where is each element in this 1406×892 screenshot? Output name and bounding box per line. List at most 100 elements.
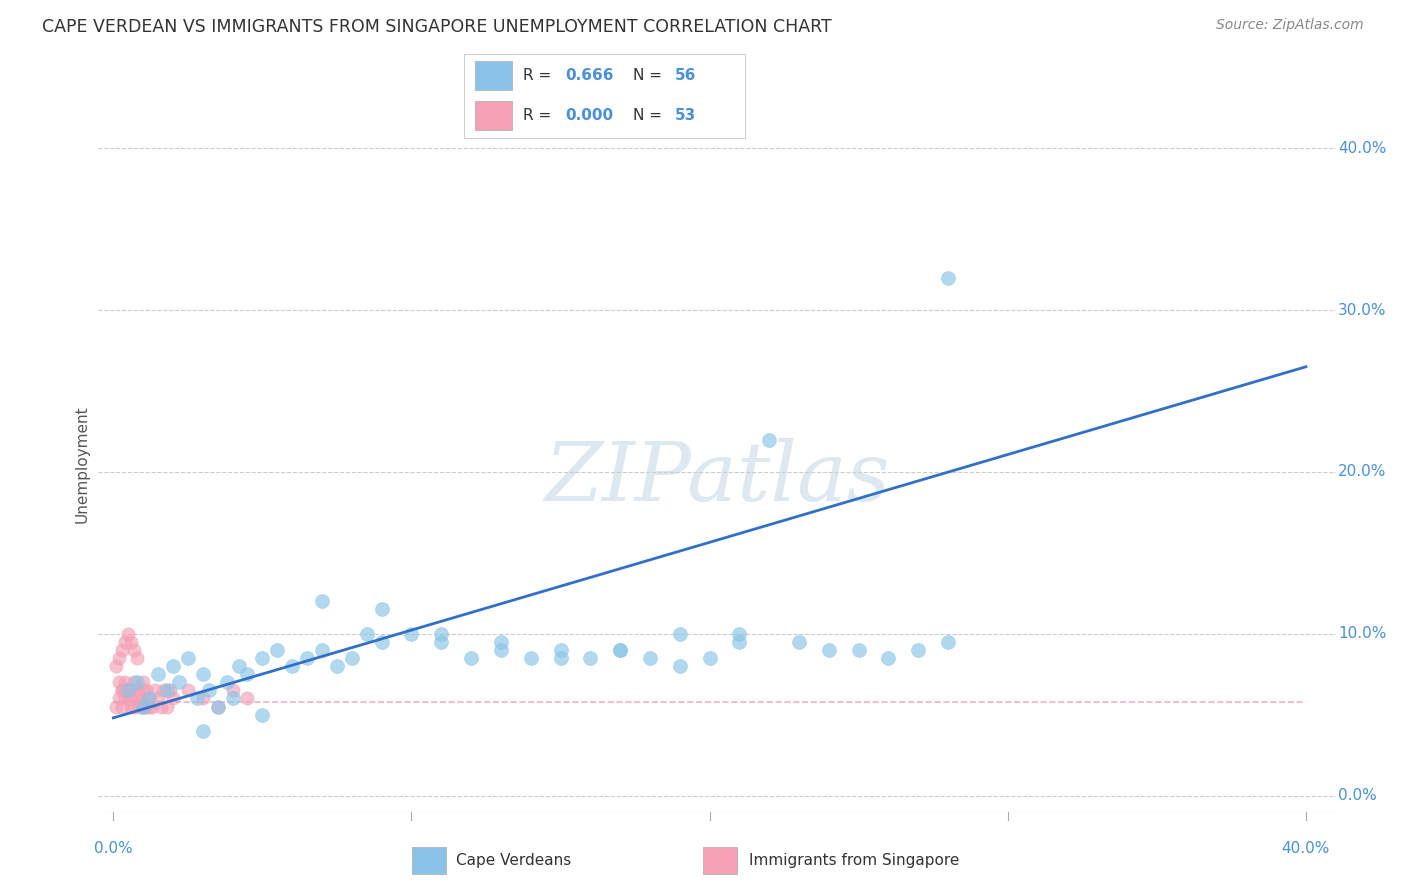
Point (117, 683, 139, 698)
Point (143, 683, 166, 698)
Point (138, 699, 160, 714)
Text: Cape Verdeans: Cape Verdeans (456, 854, 571, 868)
Text: R =: R = (523, 108, 551, 123)
Point (108, 651, 131, 665)
Point (207, 699, 229, 714)
Point (228, 659, 250, 673)
Point (159, 683, 181, 698)
Point (138, 691, 160, 706)
Point (127, 691, 149, 706)
Point (311, 594, 333, 608)
Text: N =: N = (633, 108, 662, 123)
Point (167, 675, 190, 690)
Point (215, 675, 238, 690)
Text: 0.0%: 0.0% (1339, 788, 1376, 803)
Point (132, 683, 155, 698)
Text: 56: 56 (675, 68, 696, 83)
Point (120, 699, 142, 714)
Text: Source: ZipAtlas.com: Source: ZipAtlas.com (1216, 18, 1364, 32)
Point (728, 635, 751, 649)
Point (221, 683, 243, 698)
Point (127, 683, 149, 698)
Text: CAPE VERDEAN VS IMMIGRANTS FROM SINGAPORE UNEMPLOYMENT CORRELATION CHART: CAPE VERDEAN VS IMMIGRANTS FROM SINGAPOR… (42, 18, 832, 36)
Point (108, 675, 131, 690)
Point (122, 699, 145, 714)
Point (550, 651, 572, 665)
Point (135, 683, 157, 698)
Point (221, 691, 243, 706)
Point (430, 626, 453, 640)
Point (120, 635, 142, 649)
Point (460, 651, 482, 665)
Point (401, 626, 423, 640)
Point (135, 699, 157, 714)
Point (236, 667, 259, 681)
Point (787, 635, 810, 649)
Point (162, 691, 184, 706)
Point (579, 651, 602, 665)
Point (550, 643, 572, 657)
Point (936, 635, 959, 649)
Point (105, 699, 128, 714)
Point (153, 683, 176, 698)
Point (609, 643, 631, 657)
Text: Immigrants from Singapore: Immigrants from Singapore (749, 854, 960, 868)
Point (177, 651, 200, 665)
Point (117, 683, 139, 698)
Point (356, 626, 378, 640)
Point (668, 659, 690, 673)
Point (252, 707, 274, 722)
Text: 40.0%: 40.0% (1339, 141, 1386, 156)
Text: 30.0%: 30.0% (1339, 302, 1386, 318)
Point (150, 699, 173, 714)
Point (105, 659, 128, 673)
Text: 0.000: 0.000 (565, 108, 613, 123)
Point (111, 683, 134, 698)
Point (114, 691, 136, 706)
Point (108, 691, 131, 706)
Point (156, 699, 179, 714)
Point (135, 691, 157, 706)
Point (311, 643, 333, 657)
Point (236, 691, 259, 706)
Point (146, 667, 169, 681)
Point (132, 699, 155, 714)
Point (519, 651, 541, 665)
Point (156, 683, 179, 698)
Point (132, 675, 155, 690)
Text: 20.0%: 20.0% (1339, 465, 1386, 479)
Point (758, 433, 780, 447)
Text: 0.666: 0.666 (565, 68, 613, 83)
Point (848, 643, 870, 657)
Point (430, 635, 453, 649)
Text: 0.0%: 0.0% (94, 841, 132, 855)
Point (252, 651, 274, 665)
Point (127, 675, 149, 690)
Point (114, 635, 136, 649)
Point (340, 651, 363, 665)
Text: 53: 53 (675, 108, 696, 123)
Point (668, 626, 690, 640)
Point (728, 626, 751, 640)
Point (117, 683, 139, 698)
Point (117, 691, 139, 706)
Bar (703, 847, 737, 874)
Point (122, 683, 145, 698)
Point (132, 699, 155, 714)
Point (877, 651, 900, 665)
Text: N =: N = (633, 68, 662, 83)
Text: ZIPatlas: ZIPatlas (544, 438, 890, 517)
Point (191, 691, 214, 706)
Point (122, 643, 145, 657)
Point (936, 270, 959, 285)
Point (191, 667, 214, 681)
Point (699, 651, 721, 665)
Point (207, 699, 229, 714)
Point (186, 691, 208, 706)
Point (120, 691, 142, 706)
Point (120, 691, 142, 706)
Point (907, 643, 929, 657)
Point (266, 643, 288, 657)
Point (122, 675, 145, 690)
Y-axis label: Unemployment: Unemployment (75, 405, 90, 523)
